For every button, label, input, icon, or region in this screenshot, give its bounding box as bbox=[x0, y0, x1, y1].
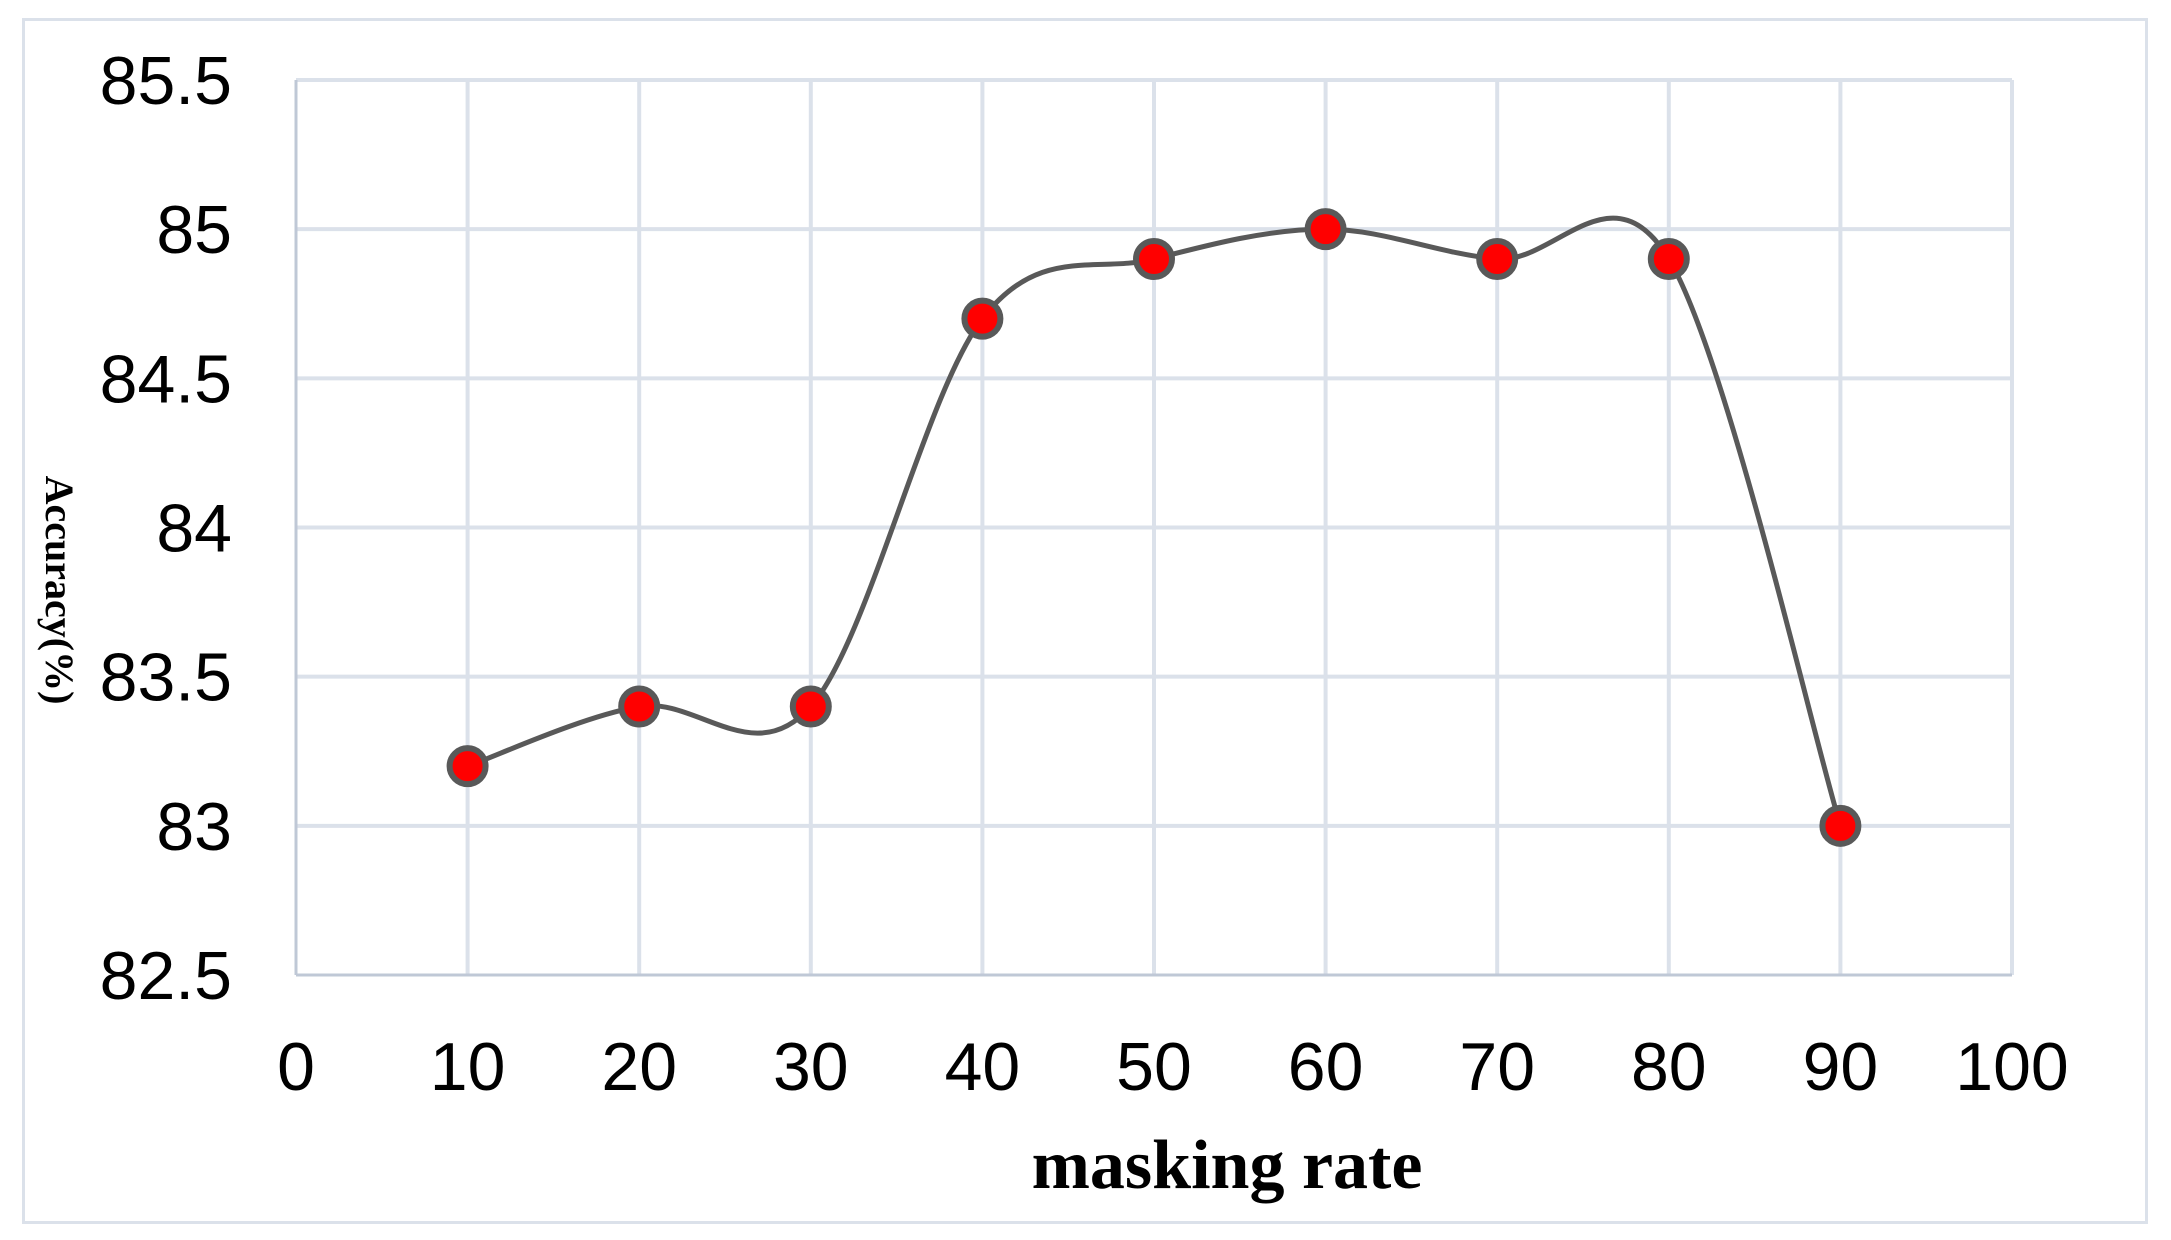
y-tick-label: 82.5 bbox=[100, 938, 232, 1014]
y-tick-label: 83 bbox=[156, 789, 232, 865]
x-tick-label: 90 bbox=[1803, 1029, 1879, 1105]
data-point bbox=[618, 685, 661, 728]
data-point bbox=[1133, 238, 1175, 280]
x-tick-label: 80 bbox=[1631, 1029, 1707, 1105]
y-tick-label: 85.5 bbox=[100, 43, 232, 119]
y-tick-label: 84 bbox=[156, 491, 232, 567]
data-points bbox=[446, 208, 1862, 847]
x-tick-label: 10 bbox=[430, 1029, 506, 1105]
y-tick-labels: 82.5 83 83.5 84 84.5 85 85.5 bbox=[100, 43, 232, 1014]
data-point bbox=[1304, 208, 1347, 251]
x-tick-label: 0 bbox=[277, 1029, 315, 1105]
data-point bbox=[961, 297, 1004, 340]
chart-frame bbox=[22, 18, 2148, 1224]
x-tick-labels: 0 10 20 30 40 50 60 70 80 90 100 bbox=[277, 1029, 2069, 1105]
grid-lines bbox=[296, 78, 2014, 975]
x-tick-label: 100 bbox=[1955, 1029, 2068, 1105]
data-point bbox=[789, 685, 832, 728]
x-tick-label: 40 bbox=[945, 1029, 1021, 1105]
x-tick-label: 60 bbox=[1288, 1029, 1364, 1105]
x-tick-label: 70 bbox=[1459, 1029, 1535, 1105]
y-tick-label: 84.5 bbox=[100, 341, 232, 417]
data-point bbox=[1476, 238, 1519, 280]
axes bbox=[294, 80, 2012, 977]
data-point bbox=[1819, 804, 1862, 847]
x-tick-label: 20 bbox=[601, 1029, 677, 1105]
x-tick-label: 30 bbox=[773, 1029, 849, 1105]
x-axis-label: masking rate bbox=[1032, 1127, 1423, 1204]
data-point bbox=[1647, 238, 1690, 280]
y-axis-label: Accuracy(%) bbox=[37, 476, 82, 705]
y-tick-label: 83.5 bbox=[100, 640, 232, 716]
y-tick-label: 85 bbox=[156, 192, 232, 268]
x-tick-label: 50 bbox=[1116, 1029, 1192, 1105]
data-point bbox=[446, 745, 489, 788]
